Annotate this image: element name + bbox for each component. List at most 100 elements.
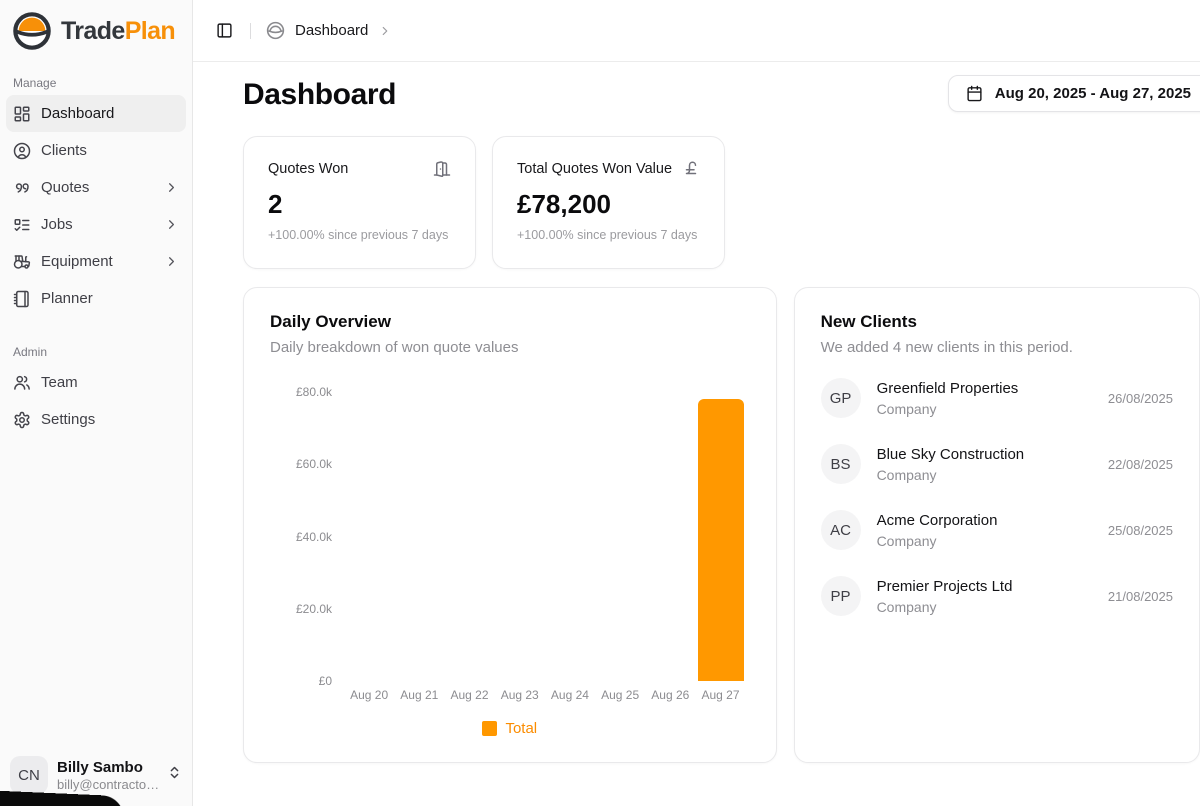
- client-row-acme-corporation[interactable]: AC Acme Corporation Company 25/08/2025: [820, 510, 1173, 550]
- legend-label: Total: [505, 720, 538, 737]
- client-info: Premier Projects Ltd Company: [877, 578, 1013, 615]
- planner-icon: [13, 290, 31, 308]
- client-type: Company: [876, 400, 937, 417]
- client-name: Blue Sky Construction: [876, 445, 1025, 463]
- client-date: 25/08/2025: [1107, 522, 1173, 538]
- client-name: Greenfield Properties: [876, 379, 1019, 397]
- dashboard-content: Dashboard Aug 20, 2025 - Aug 27, 2025 Qu…: [193, 62, 1200, 806]
- calendar-icon: [967, 85, 982, 102]
- chart-title: Daily Overview: [270, 312, 391, 331]
- sidebar: TradePlan Manage Dashboard Clients Quotes Jo…: [0, 0, 193, 806]
- brand-logo[interactable]: TradePlan: [0, 0, 192, 59]
- y-axis-tick: £40.0k: [295, 529, 332, 544]
- client-info: Blue Sky Construction Company: [877, 446, 1025, 483]
- client-avatar: AC: [820, 510, 861, 550]
- client-date: 21/08/2025: [1107, 588, 1173, 604]
- stat-card-total-quotes-won-value: Total Quotes Won Value £78,200 +100.00% si…: [492, 136, 725, 269]
- panels-row: Daily Overview Daily breakdown of won qu…: [243, 287, 1200, 763]
- equipment-icon: [13, 253, 31, 271]
- sidebar-item-dashboard[interactable]: Dashboard: [6, 95, 186, 132]
- client-name: Acme Corporation: [876, 511, 998, 529]
- sidebar-item-clients[interactable]: Clients: [6, 132, 186, 169]
- sidebar-item-settings[interactable]: Settings: [6, 401, 186, 438]
- stat-card-quotes-won: Quotes Won 2 +100.00% since previous 7 day…: [243, 136, 476, 269]
- hard-hat-logo-icon: [12, 11, 52, 51]
- chevron-right-icon: [164, 254, 179, 269]
- client-avatar: PP: [820, 576, 861, 616]
- clients-list: GP Greenfield Properties Company 26/08/2025…: [820, 378, 1173, 616]
- x-axis-tick: Aug 26: [651, 688, 690, 702]
- bar-slot: [495, 392, 545, 681]
- clients-title: New Clients: [820, 312, 917, 331]
- quotes-icon: [13, 179, 31, 197]
- x-axis-tick: Aug 23: [500, 688, 539, 702]
- sidebar-item-equipment[interactable]: Equipment: [6, 243, 186, 280]
- door-open-icon: [433, 160, 451, 178]
- settings-icon: [13, 411, 31, 429]
- client-date: 26/08/2025: [1107, 390, 1173, 406]
- date-range-picker[interactable]: Aug 20, 2025 - Aug 27, 2025: [947, 75, 1200, 112]
- y-axis-tick: £0: [318, 674, 332, 688]
- chart-legend[interactable]: Total: [270, 720, 750, 737]
- x-axis-tick: Aug 27: [701, 688, 740, 702]
- bar-slot: [695, 392, 745, 681]
- sidebar-item-planner[interactable]: Planner: [6, 280, 186, 317]
- clients-subtitle: We added 4 new clients in this period.: [820, 339, 1073, 356]
- user-email: billy@contracto…: [57, 776, 160, 792]
- client-row-premier-projects-ltd[interactable]: PP Premier Projects Ltd Company 21/08/2025: [820, 576, 1173, 616]
- hard-hat-breadcrumb-icon: [265, 20, 286, 41]
- team-icon: [13, 374, 31, 392]
- bar-slot: [444, 392, 494, 681]
- user-avatar: CN: [10, 756, 48, 794]
- stat-card-header: Quotes Won: [268, 160, 451, 178]
- stat-card-header: Total Quotes Won Value: [517, 160, 700, 178]
- sidebar-item-label: Quotes: [41, 179, 90, 196]
- y-axis-tick: £60.0k: [295, 457, 332, 472]
- x-axis-tick: Aug 20: [350, 688, 389, 702]
- client-row-blue-sky-construction[interactable]: BS Blue Sky Construction Company 22/08/2025: [820, 444, 1173, 484]
- chevrons-up-down-icon: [167, 765, 182, 785]
- stat-value: £78,200: [517, 189, 611, 219]
- chart-x-axis-labels: Aug 20 Aug 21 Aug 22 Aug 23 Aug 24 Aug 25 Aug …: [270, 688, 750, 702]
- client-name: Premier Projects Ltd: [876, 577, 1013, 595]
- client-avatar: BS: [820, 444, 861, 484]
- client-type: Company: [876, 532, 937, 549]
- client-row-greenfield-properties[interactable]: GP Greenfield Properties Company 26/08/2025: [820, 378, 1173, 418]
- sidebar-nav: Manage Dashboard Clients Quotes Jobs Equipmen…: [0, 59, 192, 746]
- client-type: Company: [876, 466, 937, 483]
- client-avatar: GP: [820, 378, 861, 418]
- sidebar-toggle-button[interactable]: [213, 19, 236, 42]
- sidebar-item-quotes[interactable]: Quotes: [6, 169, 186, 206]
- new-clients-card: New Clients We added 4 new clients in th…: [793, 287, 1200, 763]
- divider: [250, 22, 251, 39]
- x-axis-tick: Aug 25: [601, 688, 640, 702]
- legend-swatch: [482, 721, 498, 736]
- y-axis-tick: £80.0k: [295, 385, 332, 399]
- bar-slot: [595, 392, 645, 681]
- topbar: Dashboard: [193, 0, 1200, 62]
- dashboard-grid-icon: [13, 105, 31, 123]
- stat-label: Total Quotes Won Value: [517, 161, 673, 177]
- bar-total[interactable]: [697, 398, 744, 681]
- breadcrumb-current[interactable]: Dashboard: [295, 22, 369, 39]
- stat-delta: +100.00% since previous 7 days: [517, 228, 698, 242]
- y-axis-tick: £20.0k: [295, 601, 332, 616]
- user-menu-button[interactable]: CN Billy Sambo billy@contracto…: [0, 746, 192, 806]
- daily-overview-card: Daily Overview Daily breakdown of won qu…: [243, 287, 777, 763]
- main-area: Dashboard Dashboard Aug 20, 2025 - Aug 2…: [193, 0, 1200, 806]
- user-meta: Billy Sambo billy@contracto…: [57, 758, 160, 792]
- sidebar-item-label: Equipment: [41, 253, 113, 270]
- sidebar-item-team[interactable]: Team: [6, 364, 186, 401]
- x-axis-tick: Aug 22: [450, 688, 489, 702]
- user-name: Billy Sambo: [57, 758, 143, 776]
- stat-value: 2: [268, 189, 283, 219]
- section-label-admin: Admin: [13, 345, 48, 359]
- sidebar-item-label: Jobs: [41, 216, 73, 233]
- chevron-right-icon: [378, 24, 392, 38]
- client-info: Greenfield Properties Company: [877, 380, 1019, 417]
- chevron-right-icon: [164, 180, 179, 195]
- sidebar-item-label: Clients: [41, 142, 87, 159]
- sidebar-item-jobs[interactable]: Jobs: [6, 206, 186, 243]
- sidebar-item-label: Settings: [41, 411, 96, 428]
- sidebar-item-label: Planner: [41, 290, 93, 307]
